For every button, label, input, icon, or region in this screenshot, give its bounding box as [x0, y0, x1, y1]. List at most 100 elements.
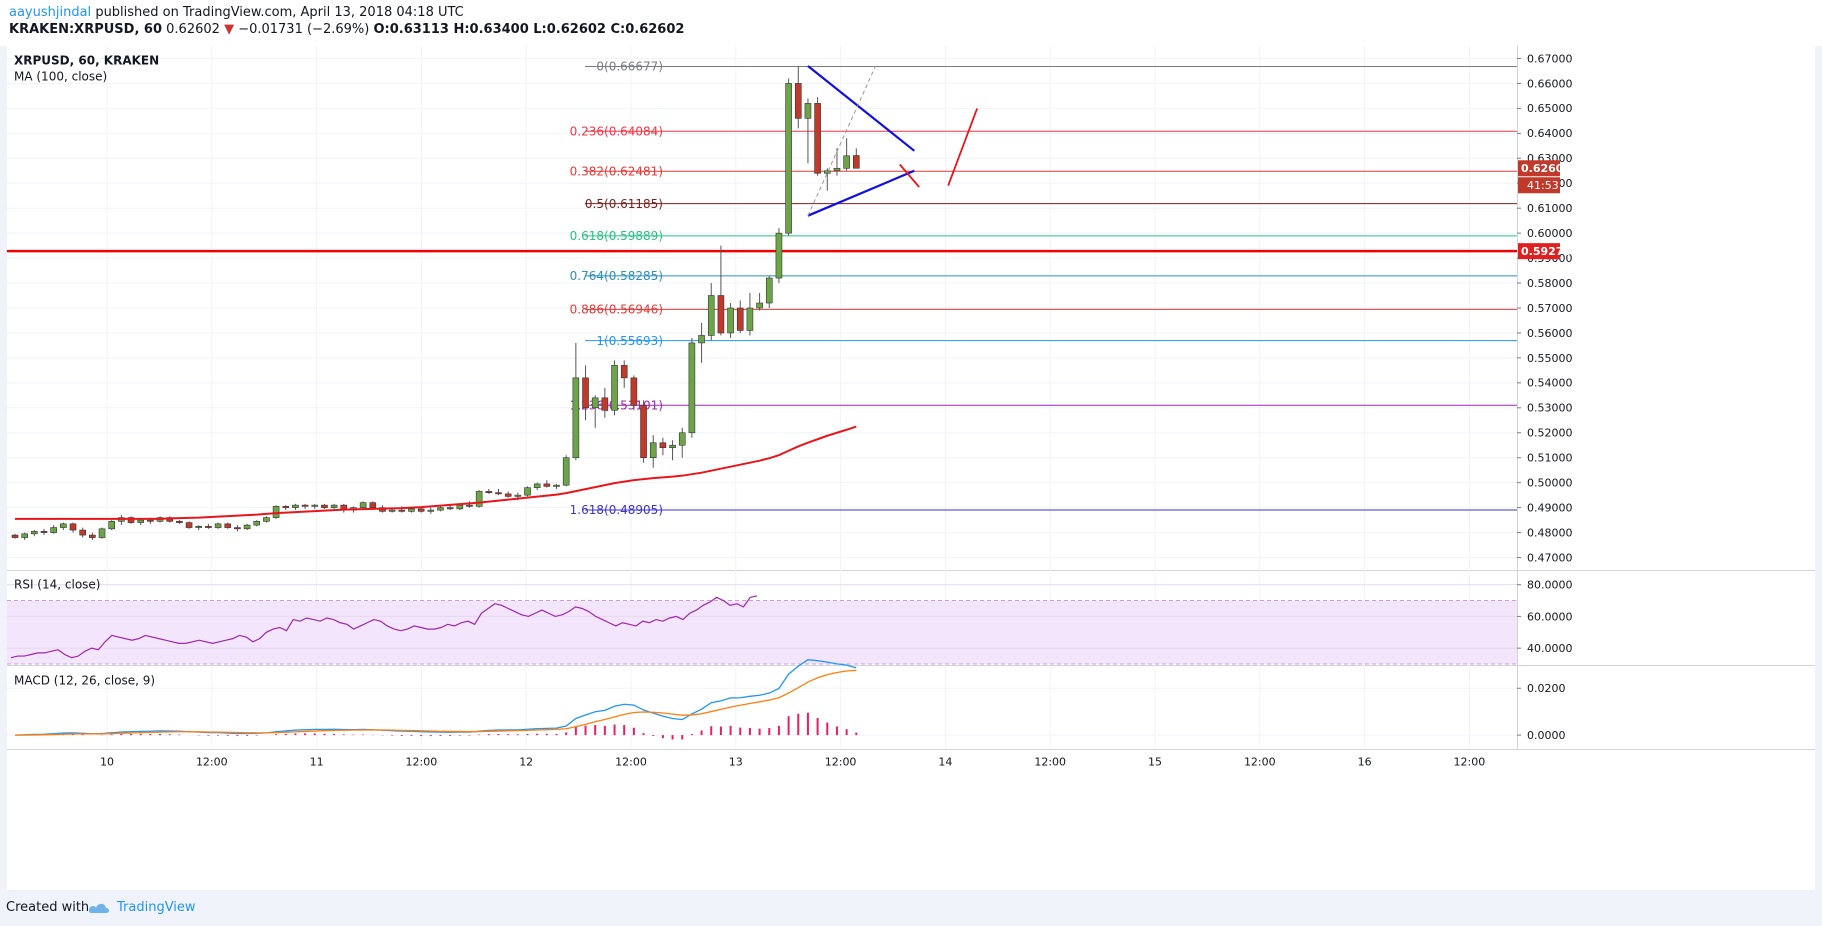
candle-body: [398, 509, 406, 512]
candle-body: [408, 508, 415, 512]
time-tick-label: 12:00: [1034, 756, 1066, 769]
candle-body: [89, 534, 96, 538]
candle-body: [678, 432, 686, 446]
candle-body: [137, 519, 145, 523]
breakout-projection: [947, 108, 979, 187]
price-tick-label: 0.55000: [1527, 352, 1573, 365]
macd-tick-label: 0.0200: [1527, 682, 1566, 695]
rsi-tick-label: 80.0000: [1527, 579, 1573, 592]
fib-level-label: 0(0.66677): [596, 60, 663, 74]
breakout-marker: [899, 163, 920, 188]
price-tick-label: 0.52000: [1527, 427, 1573, 440]
fibonacci-levels: 0(0.66677) 0.236(0.64084) 0.382(0.62481) 0.…: [7, 60, 1517, 517]
price-tick-label: 0.49000: [1527, 501, 1573, 514]
triangle-lower-line: [807, 169, 915, 217]
fib-level-label: 1.618(0.48905): [570, 503, 663, 517]
candle-body: [495, 492, 502, 495]
candle-body: [524, 487, 531, 496]
candle-body: [369, 502, 377, 508]
candle-body: [108, 521, 115, 530]
ma-indicator-label: MA (100, close): [14, 69, 107, 83]
candlestick-series: [11, 65, 860, 541]
candle-body: [79, 529, 86, 536]
candle-body: [263, 517, 270, 522]
fib-level-label: 0.886(0.56946): [570, 303, 663, 317]
candle-body: [814, 103, 821, 174]
chart-panel[interactable]: 0(0.66677) 0.236(0.64084) 0.382(0.62481) 0.…: [7, 46, 1815, 890]
candle-body: [601, 397, 609, 411]
ticker-symbol: KRAKEN:XRPUSD, 60: [9, 22, 163, 37]
candle-body: [282, 506, 290, 508]
price-tick-label: 0.53000: [1527, 402, 1573, 415]
candle-body: [437, 507, 444, 511]
rsi-tick-label: 60.0000: [1527, 610, 1573, 623]
candle-body: [31, 531, 38, 535]
rsi-pane-title: RSI (14, close): [14, 577, 100, 591]
support-price-label: 0.59278: [1521, 245, 1571, 258]
price-tick-label: 0.48000: [1527, 526, 1573, 539]
down-arrow-icon: ▼: [224, 22, 235, 37]
candle-body: [620, 365, 628, 379]
price-tick-label: 0.60000: [1527, 227, 1573, 240]
candle-body: [630, 377, 638, 406]
candle-body: [756, 302, 763, 309]
author-link[interactable]: aayushjindal: [9, 5, 92, 20]
last-price-label: 0.62602: [1521, 162, 1571, 175]
time-tick-label: 12:00: [1454, 756, 1486, 769]
macd-line: [14, 659, 857, 736]
candle-body: [562, 457, 570, 486]
candle-body: [176, 521, 183, 523]
candle-body: [456, 504, 464, 510]
countdown-label: 41:53: [1527, 179, 1559, 192]
candle-body: [127, 517, 135, 523]
candle-body: [727, 307, 734, 334]
rsi-line: [10, 595, 758, 659]
candle-body: [243, 524, 251, 530]
time-tick-label: 12:00: [825, 756, 857, 769]
candle-body: [572, 377, 580, 459]
price-tick-label: 0.57000: [1527, 302, 1573, 315]
candle-body: [533, 483, 541, 488]
candle-body: [698, 335, 705, 344]
candle-body: [591, 397, 599, 409]
candle-body: [553, 484, 560, 487]
price-tick-label: 0.64000: [1527, 127, 1573, 140]
pane-labels: XRPUSD, 60, KRAKEN MA (100, close) RSI (…: [14, 53, 159, 687]
time-tick-label: 12: [519, 756, 533, 769]
price-tick-label: 0.65000: [1527, 102, 1573, 115]
candle-body: [775, 232, 783, 279]
candle-body: [688, 342, 696, 434]
macd-tick-label: 0.0000: [1527, 729, 1566, 742]
price-chart-svg[interactable]: 0(0.66677) 0.236(0.64084) 0.382(0.62481) 0.…: [7, 46, 1815, 890]
candle-body: [147, 519, 154, 522]
tradingview-logo-icon: [89, 903, 109, 913]
countdown-badge: [1518, 177, 1560, 194]
price-tick-label: 0.61000: [1527, 202, 1573, 215]
price-tick-label: 0.67000: [1527, 52, 1573, 65]
time-tick-label: 13: [729, 756, 743, 769]
candle-body: [736, 307, 744, 331]
fib-level-label: 0.618(0.59889): [570, 229, 663, 243]
candle-body: [301, 504, 309, 507]
tradingview-brand-link[interactable]: TradingView: [117, 900, 196, 915]
support-badge: [1518, 243, 1560, 260]
footer: Created with TradingView: [0, 890, 1822, 926]
candle-body: [707, 295, 715, 336]
candle-body: [659, 442, 667, 449]
rsi-pane: 80.0000 60.0000 40.0000: [7, 579, 1573, 665]
candle-body: [852, 155, 860, 169]
candle-body: [746, 307, 754, 331]
candle-body: [543, 483, 551, 487]
time-tick-label: 12:00: [1244, 756, 1276, 769]
candle-body: [514, 494, 522, 497]
fib-level-label: 1(0.55693): [596, 334, 663, 348]
time-tick-label: 15: [1148, 756, 1162, 769]
candle-body: [321, 504, 328, 508]
price-tick-label: 0.56000: [1527, 327, 1573, 340]
candle-body: [843, 155, 850, 169]
candle-body: [185, 522, 193, 528]
candle-body: [98, 528, 106, 538]
candle-body: [717, 295, 725, 334]
candle-body: [785, 83, 792, 234]
candle-body: [388, 509, 396, 512]
